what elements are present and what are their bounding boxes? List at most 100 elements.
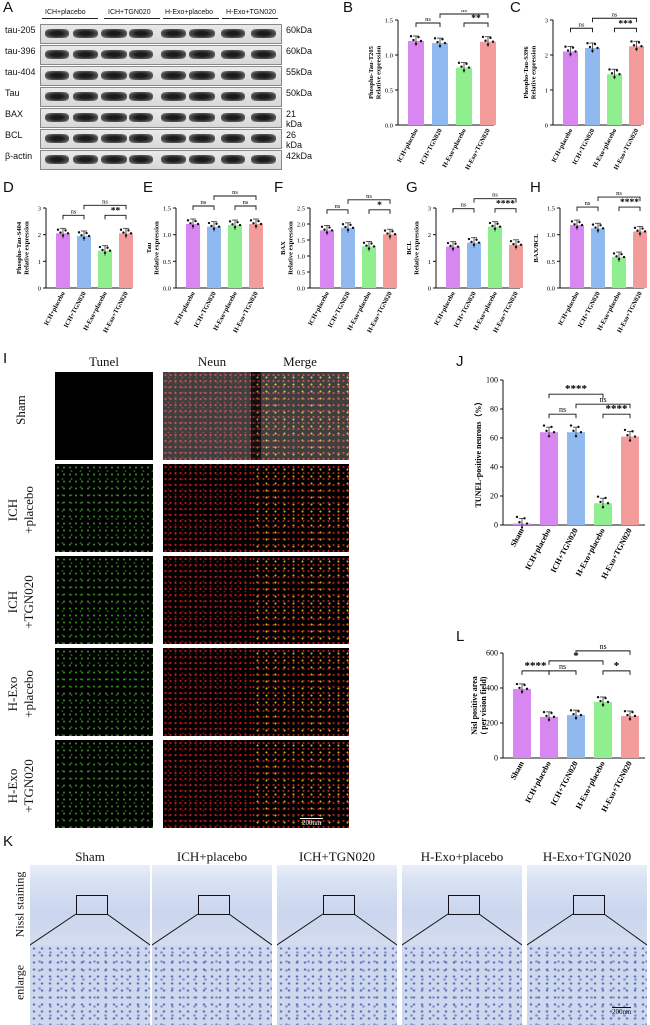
y-tick-label: 1 <box>38 259 41 266</box>
data-point <box>630 40 633 43</box>
bar <box>591 228 605 288</box>
data-point <box>638 232 642 235</box>
significance-label: ns <box>616 190 622 197</box>
micrograph-neun <box>163 372 261 460</box>
bar <box>186 224 200 288</box>
data-point <box>573 223 576 226</box>
wb-band <box>251 71 276 80</box>
y-axis-label: TauRelative expression <box>146 221 161 275</box>
wb-band <box>189 92 215 101</box>
panel-letter-j: J <box>456 353 464 370</box>
significance-label: ns <box>461 10 467 14</box>
wb-band <box>251 113 276 122</box>
wb-blot-strip <box>40 87 282 107</box>
data-point <box>124 234 128 237</box>
significance-bracket <box>548 393 604 399</box>
wb-band <box>221 50 245 59</box>
data-point <box>85 231 88 235</box>
y-tick-label: 100 <box>486 376 498 385</box>
data-point <box>519 243 523 246</box>
nissl-col-label: ICH+placebo <box>176 849 248 864</box>
data-point <box>635 47 638 51</box>
y-tick-label: 0.5 <box>163 259 171 266</box>
data-point <box>578 220 581 224</box>
data-point <box>477 241 481 244</box>
chart-h-bax-bcl: 0.0 0.5 1.0 1.5 BAX/BCL ICH+placeboICH+TGN020… <box>533 190 647 334</box>
data-point <box>498 225 502 228</box>
y-tick-label: 0 <box>494 754 498 763</box>
data-point <box>108 249 112 252</box>
data-point <box>509 239 513 243</box>
data-point <box>106 246 109 249</box>
significance-bracket <box>473 198 517 203</box>
data-point <box>542 710 546 714</box>
chart-c-tau-s396: 0 1 2 3 Phospho-Tau-S396Relative expression I… <box>523 11 644 171</box>
x-tick-label: ICH+placebo <box>523 760 552 805</box>
data-point <box>599 224 602 227</box>
data-point <box>194 219 197 223</box>
wb-band <box>129 50 153 59</box>
wb-band <box>45 134 69 143</box>
significance-label: **** <box>565 383 588 395</box>
significance-bracket <box>494 208 517 213</box>
data-point <box>604 696 607 700</box>
y-tick-label: 200 <box>486 719 498 728</box>
data-point <box>409 35 413 38</box>
x-tick-label: ICH+TGN020 <box>419 128 444 166</box>
data-point <box>412 38 415 42</box>
data-point <box>417 35 420 39</box>
data-point <box>341 223 345 226</box>
data-point <box>433 37 437 40</box>
bar <box>432 43 448 125</box>
y-tick-label: 20 <box>490 492 498 501</box>
nissl-col-label: Sham <box>75 849 105 864</box>
data-point <box>615 255 618 258</box>
wb-band <box>189 134 215 143</box>
data-point <box>367 247 371 250</box>
significance-label: ns <box>461 202 467 209</box>
micrograph-merge <box>251 556 349 644</box>
nissl-col-label: H-Exo+TGN020 <box>542 849 632 864</box>
micrograph-neun <box>163 740 261 828</box>
y-tick-label: 2 <box>545 53 548 60</box>
x-tick-label: ICH+placebo <box>173 291 197 327</box>
significance-bracket <box>570 27 593 33</box>
wb-band <box>161 155 186 164</box>
y-tick-label: 2 <box>38 232 41 239</box>
bar <box>540 716 558 758</box>
data-point <box>633 714 637 718</box>
significance-bracket <box>452 208 475 213</box>
significance-label: ns <box>366 193 372 200</box>
chart-b-tau-t205: 0.0 0.5 1.0 1.5 Phospho-Tau-T205Relative exp… <box>368 10 496 171</box>
data-point <box>632 44 636 47</box>
bar <box>567 432 585 525</box>
data-point <box>414 42 418 46</box>
micrograph-tunel <box>55 556 153 644</box>
bar <box>629 46 644 125</box>
significance-bracket <box>62 214 85 220</box>
bar <box>570 225 584 288</box>
wb-protein-label: tau-205 <box>5 25 36 35</box>
data-point <box>349 223 352 227</box>
data-point <box>61 234 65 237</box>
x-tick-label: ICH+placebo <box>396 128 420 164</box>
y-axis-label: BAX/BCL <box>533 233 540 263</box>
y-tick-label: 1.0 <box>163 232 171 239</box>
significance-bracket <box>575 403 631 409</box>
wb-blot-strip <box>40 45 282 65</box>
data-point <box>596 696 600 699</box>
data-point <box>579 431 583 434</box>
y-tick-label: 1 <box>428 259 431 266</box>
data-point <box>325 231 329 234</box>
wb-band <box>251 29 276 38</box>
data-point <box>323 228 326 231</box>
data-point <box>618 73 621 76</box>
x-tick-label: ICH+TGN020 <box>453 291 478 329</box>
significance-label: * <box>377 201 382 211</box>
significance-bracket <box>213 195 257 200</box>
wb-band <box>161 134 186 143</box>
zoom-connector <box>402 913 522 946</box>
bar <box>621 436 639 525</box>
panel-letter-c: C <box>510 0 521 16</box>
tunel-row-label: H-Exo +TGN020 <box>5 759 36 813</box>
